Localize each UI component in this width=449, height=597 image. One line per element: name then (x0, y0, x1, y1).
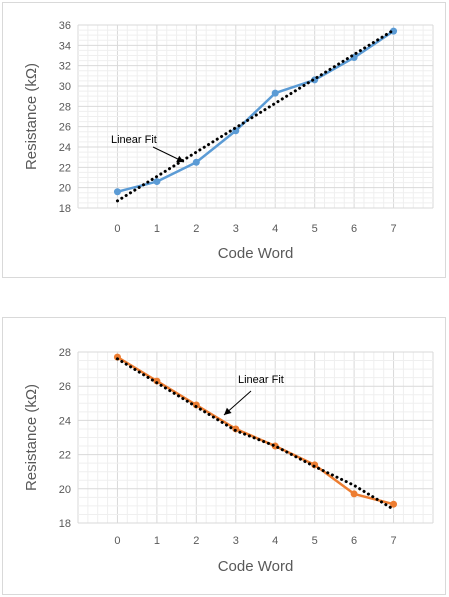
x-tick-label: 1 (154, 535, 160, 547)
data-series-line (117, 30, 395, 193)
data-point (153, 178, 161, 186)
linear-fit-line (115, 28, 396, 203)
linear-fit-annotation: Linear Fit (111, 134, 157, 146)
y-tick-label: 18 (59, 203, 71, 215)
x-tick-label: 7 (390, 535, 396, 547)
y-tick-label: 34 (59, 40, 71, 52)
data-point (271, 89, 279, 97)
y-tick-label: 36 (59, 20, 71, 32)
y-tick-label: 20 (59, 183, 71, 195)
y-tick-label: 24 (59, 142, 71, 154)
x-tick-label: 7 (390, 223, 396, 235)
data-point (113, 188, 121, 196)
y-tick-label: 30 (59, 81, 71, 93)
data-point (192, 158, 200, 166)
y-tick-label: 22 (59, 162, 71, 174)
y-tick-label: 20 (59, 484, 71, 496)
data-point (153, 377, 161, 385)
annotation-arrowhead-icon (176, 155, 184, 163)
chart-panel-top: 18 20 22 24 26 28 30 32 34 36 0 1 2 3 4 5 6 7 Code Word Res… (2, 2, 446, 278)
x-tick-label: 2 (193, 223, 199, 235)
x-tick-label: 6 (351, 535, 357, 547)
x-tick-label: 2 (193, 535, 199, 547)
x-tick-label: 4 (272, 223, 278, 235)
y-axis-title: Resistance (kΩ) (23, 384, 40, 491)
y-tick-label: 26 (59, 122, 71, 134)
y-tick-label: 22 (59, 450, 71, 462)
y-tick-label: 28 (59, 347, 71, 359)
x-tick-label: 4 (272, 535, 278, 547)
y-axis-title: Resistance (kΩ) (23, 63, 40, 170)
resistance-chart-bottom: 18 20 22 24 26 28 0 1 2 3 4 5 6 7 Code Word Resistance … (23, 347, 434, 575)
x-tick-label: 3 (233, 223, 239, 235)
linear-fit-line (115, 357, 396, 511)
x-axis-title: Code Word (218, 558, 294, 575)
linear-fit-annotation: Linear Fit (238, 374, 284, 386)
y-tick-label: 18 (59, 518, 71, 530)
x-tick-label: 0 (114, 223, 120, 235)
y-tick-label: 24 (59, 415, 71, 427)
x-tick-label: 5 (312, 223, 318, 235)
y-tick-label: 26 (59, 381, 71, 393)
chart-panel-bottom: 18 20 22 24 26 28 0 1 2 3 4 5 6 7 Code Word Resistance … (2, 317, 446, 595)
x-axis-title: Code Word (218, 245, 294, 262)
grid (77, 24, 434, 209)
x-tick-label: 1 (154, 223, 160, 235)
x-tick-label: 5 (312, 535, 318, 547)
x-tick-label: 3 (233, 535, 239, 547)
y-tick-label: 28 (59, 101, 71, 113)
x-tick-label: 0 (114, 535, 120, 547)
x-tick-label: 6 (351, 223, 357, 235)
data-point (390, 500, 398, 508)
data-point (113, 353, 121, 361)
annotation-arrowhead-icon (224, 407, 232, 415)
data-point (350, 490, 358, 498)
grid (77, 351, 434, 524)
y-tick-label: 32 (59, 61, 71, 73)
